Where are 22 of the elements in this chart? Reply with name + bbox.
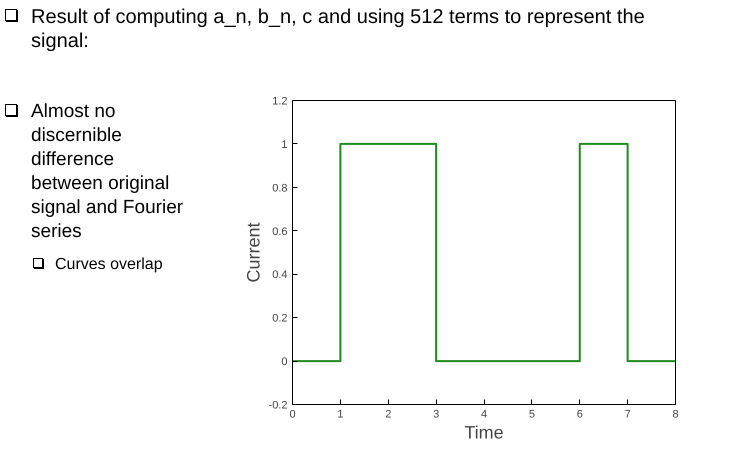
y-tick-label: 0.8 bbox=[272, 182, 288, 194]
y-tick-label: 0 bbox=[281, 356, 288, 368]
y-tick-label: 1 bbox=[281, 138, 288, 151]
x-tick-label: 7 bbox=[624, 408, 631, 420]
x-tick-label: 1 bbox=[337, 408, 344, 420]
x-tick-label: 4 bbox=[480, 408, 488, 420]
x-axis-title: Time bbox=[464, 422, 504, 442]
text: Curves overlap bbox=[54, 255, 164, 275]
y-tick-label: 0.2 bbox=[272, 312, 288, 325]
x-tick-label: 8 bbox=[672, 408, 679, 420]
y-tick-label: 0.6 bbox=[272, 226, 288, 238]
chart-title: Result of computing a_n, b_n, c and using 512 terms to represent the signal: bbox=[30, 5, 646, 53]
x-tick-label: 2 bbox=[385, 408, 392, 420]
y-tick-label: -0.2 bbox=[268, 400, 288, 412]
x-tick-label: 5 bbox=[528, 408, 535, 420]
y-axis-title: Current bbox=[244, 222, 264, 283]
x-tick-label: 0 bbox=[289, 408, 296, 420]
y-tick-label: 1.2 bbox=[272, 96, 288, 108]
text: Almost no discernible difference between original signal and Fourier series bbox=[30, 100, 184, 244]
x-tick-label: 6 bbox=[576, 408, 583, 420]
x-tick-label: 3 bbox=[433, 408, 440, 420]
y-tick-label: 0.4 bbox=[272, 269, 288, 282]
